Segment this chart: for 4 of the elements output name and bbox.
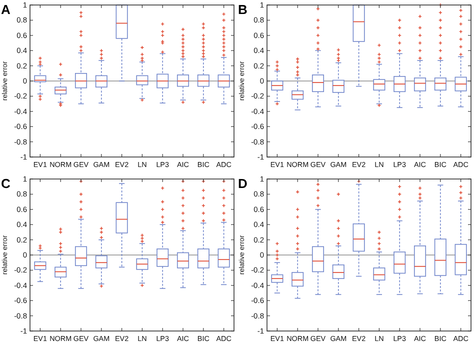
chart-title: B — [238, 2, 248, 17]
chart-title: C — [1, 176, 11, 191]
chart-title: A — [1, 2, 11, 17]
chart-title: D — [238, 176, 248, 191]
